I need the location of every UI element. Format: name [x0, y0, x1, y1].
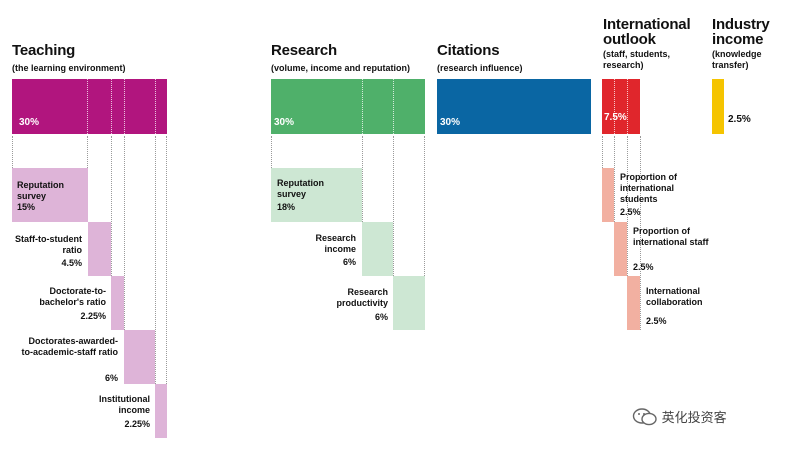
citations-total-bar	[437, 79, 591, 134]
research-subtitle: (volume, income and reputation)	[271, 63, 411, 73]
research-reputation-label: Reputation survey	[277, 178, 324, 199]
international-staff-box	[614, 222, 627, 276]
international-collaboration-box	[627, 276, 640, 330]
teaching-doctorate-bachelor-box	[111, 276, 124, 330]
teaching-staff-ratio-box	[88, 222, 111, 276]
research-productivity-value: 6%	[374, 312, 388, 322]
teaching-doctorate-bachelor-value: 2.25%	[80, 311, 106, 321]
industry-total-value: 2.5%	[728, 114, 751, 125]
teaching-institutional-income-value: 2.25%	[124, 419, 150, 429]
teaching-doctorate-bachelor-label: Doctorate-to-bachelor's ratio	[39, 286, 106, 307]
citations-title: Citations	[437, 42, 500, 59]
teaching-title: Teaching	[12, 42, 76, 59]
teaching-doctorates-staff-value: 6%	[104, 373, 118, 383]
research-total-bar	[271, 79, 425, 134]
industry-total-bar	[712, 79, 724, 134]
research-income-value: 6%	[342, 257, 356, 267]
research-title: Research	[271, 42, 337, 59]
industry-title: Industry income	[712, 16, 770, 48]
teaching-institutional-income-box	[155, 384, 167, 438]
teaching-subtitle: (the learning environment)	[12, 63, 126, 73]
international-title: International outlook	[603, 16, 691, 48]
teaching-total-value: 30%	[19, 117, 40, 128]
teaching-reputation-value: 15%	[17, 202, 36, 212]
teaching-doctorates-staff-label: Doctorates-awarded-to-academic-staff rat…	[21, 336, 118, 357]
teaching-institutional-income-label: Institutional income	[99, 394, 150, 415]
citations-subtitle: (research influence)	[437, 63, 523, 73]
international-students-box	[602, 168, 614, 222]
teaching-staff-ratio-label: Staff-to-student ratio	[15, 234, 82, 255]
watermark-text: 英化投资客	[661, 410, 727, 425]
teaching-staff-ratio-value: 4.5%	[61, 258, 82, 268]
watermark: 英化投资客	[632, 407, 727, 430]
international-total-bar	[602, 79, 640, 134]
citations-total-value: 30%	[440, 117, 461, 128]
research-productivity-label: Research productivity	[336, 287, 388, 308]
international-collaboration-label: International collaboration	[646, 286, 703, 307]
international-students-label: Proportion of international students	[620, 172, 677, 204]
industry-subtitle: (knowledge transfer)	[712, 49, 762, 70]
research-productivity-box	[393, 276, 425, 330]
research-total-value: 30%	[274, 117, 295, 128]
teaching-total-bar	[12, 79, 167, 134]
international-staff-value: 2.5%	[633, 262, 654, 272]
international-collaboration-value: 2.5%	[646, 316, 667, 326]
international-staff-label: Proportion of international staff	[633, 226, 709, 247]
research-income-label: Research income	[315, 233, 356, 254]
research-income-box	[362, 222, 393, 276]
teaching-doctorates-staff-box	[124, 330, 155, 384]
teaching-reputation-label: Reputation survey	[17, 180, 64, 201]
international-students-value: 2.5%	[620, 207, 641, 217]
research-reputation-box	[271, 168, 362, 222]
international-total-value: 7.5%	[604, 112, 627, 123]
research-reputation-value: 18%	[277, 202, 296, 212]
international-subtitle: (staff, students, research)	[603, 49, 671, 70]
teaching-reputation-box	[12, 168, 88, 222]
wechat-icon	[632, 407, 658, 430]
